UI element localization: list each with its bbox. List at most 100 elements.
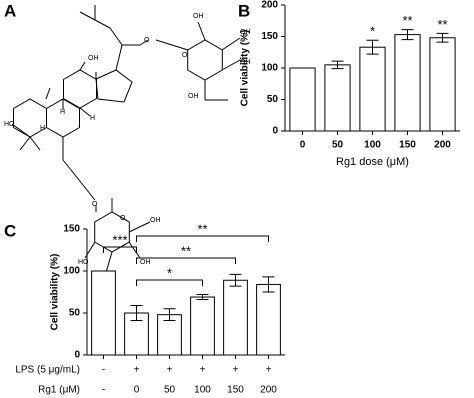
table-cell: +	[167, 365, 173, 376]
x-tick-label: 100	[364, 140, 381, 151]
y-tick-label: 0	[74, 350, 80, 361]
error-bar	[366, 39, 379, 55]
y-tick-label: 50	[267, 94, 279, 105]
atom-label: OH	[140, 259, 151, 266]
y-tick-label: 150	[63, 224, 80, 235]
significance-label: *	[167, 265, 172, 280]
bond	[94, 19, 111, 29]
bond	[62, 159, 96, 201]
bond	[45, 87, 51, 100]
atom-label: OH	[240, 29, 251, 36]
table-cell: -	[102, 365, 105, 376]
bar	[394, 34, 421, 132]
table-cell: 200	[260, 385, 277, 396]
atom-label: O	[92, 201, 98, 208]
table-cell: -	[102, 385, 105, 396]
bond	[109, 27, 123, 46]
table-cell: +	[266, 365, 272, 376]
error-bar	[229, 273, 242, 287]
bond	[79, 11, 96, 21]
bond	[221, 59, 241, 71]
bar	[324, 64, 351, 132]
error-bar	[436, 32, 449, 43]
x-tick-label: 50	[332, 140, 344, 151]
atom-label: O	[120, 215, 126, 222]
bond	[115, 44, 123, 71]
table-cell: +	[134, 365, 140, 376]
bond	[128, 241, 141, 259]
bond	[29, 136, 41, 151]
atom-label: HO	[4, 121, 15, 128]
bar	[91, 270, 116, 356]
y-tick-label: 100	[63, 266, 80, 277]
error-bar	[331, 60, 344, 70]
significance-label: **	[437, 17, 447, 32]
atom-label: OH	[193, 13, 204, 20]
atom-label: H	[90, 115, 95, 122]
x-axis-label: Rg1 dose (μM)	[336, 156, 409, 168]
x-tick-label: 0	[300, 140, 306, 151]
atom-label: H	[60, 109, 65, 116]
y-tick-label: 0	[272, 126, 278, 137]
error-bar	[196, 294, 209, 301]
table-cell: 0	[134, 385, 140, 396]
table-cell: +	[200, 365, 206, 376]
significance-label: ***	[112, 232, 127, 247]
significance-bracket	[136, 257, 236, 264]
y-axis-label: Cell viability (%)	[240, 30, 251, 107]
table-cell: +	[233, 365, 239, 376]
error-bar	[262, 276, 275, 293]
bond	[139, 39, 149, 46]
bar	[359, 46, 386, 132]
significance-label: **	[402, 13, 412, 28]
bar	[256, 283, 281, 356]
atom-label: OH	[88, 55, 99, 62]
bond	[11, 123, 31, 138]
row-label: Rg1 (μM)	[38, 385, 80, 396]
panel-label: C	[4, 221, 16, 240]
atom-label: H	[40, 125, 45, 132]
bond	[128, 221, 151, 233]
table-cell: 100	[194, 385, 211, 396]
atom-label: OH	[240, 59, 251, 66]
significance-label: *	[370, 24, 375, 39]
table-cell: 50	[164, 385, 176, 396]
bar	[190, 296, 215, 356]
row-label: LPS (5 μg/mL)	[15, 365, 80, 376]
y-tick-label: 50	[69, 308, 81, 319]
y-tick-label: 150	[261, 31, 278, 42]
significance-bracket	[136, 279, 203, 286]
atom-label: HO	[78, 259, 89, 266]
sugar-ring	[187, 39, 223, 81]
significance-bracket	[136, 235, 269, 242]
bond	[79, 61, 86, 71]
significance-bracket	[103, 246, 137, 253]
significance-label: **	[197, 221, 207, 236]
table-cell: 150	[227, 385, 244, 396]
bond	[197, 21, 206, 41]
y-tick-label: 200	[261, 0, 278, 11]
bond	[79, 107, 91, 117]
significance-label: **	[181, 243, 191, 258]
bond	[155, 39, 189, 51]
y-axis-label: Cell viability (%)	[50, 254, 61, 331]
atom-label: O	[182, 52, 188, 59]
atom-label: OH	[150, 217, 161, 224]
error-bar	[401, 29, 414, 41]
bond	[221, 37, 241, 51]
error-bar	[163, 308, 176, 322]
bar	[223, 279, 248, 356]
panel-label: B	[238, 1, 250, 20]
panel-label: A	[4, 1, 16, 20]
atom-label: OH	[188, 93, 199, 100]
bar	[429, 37, 456, 132]
ring	[95, 69, 133, 103]
error-bar	[130, 304, 143, 322]
atom-label: O	[144, 37, 150, 44]
y-tick-label: 100	[261, 63, 278, 74]
x-tick-label: 150	[399, 140, 416, 151]
bar	[289, 67, 316, 132]
bond	[19, 136, 31, 151]
x-tick-label: 200	[434, 140, 451, 151]
